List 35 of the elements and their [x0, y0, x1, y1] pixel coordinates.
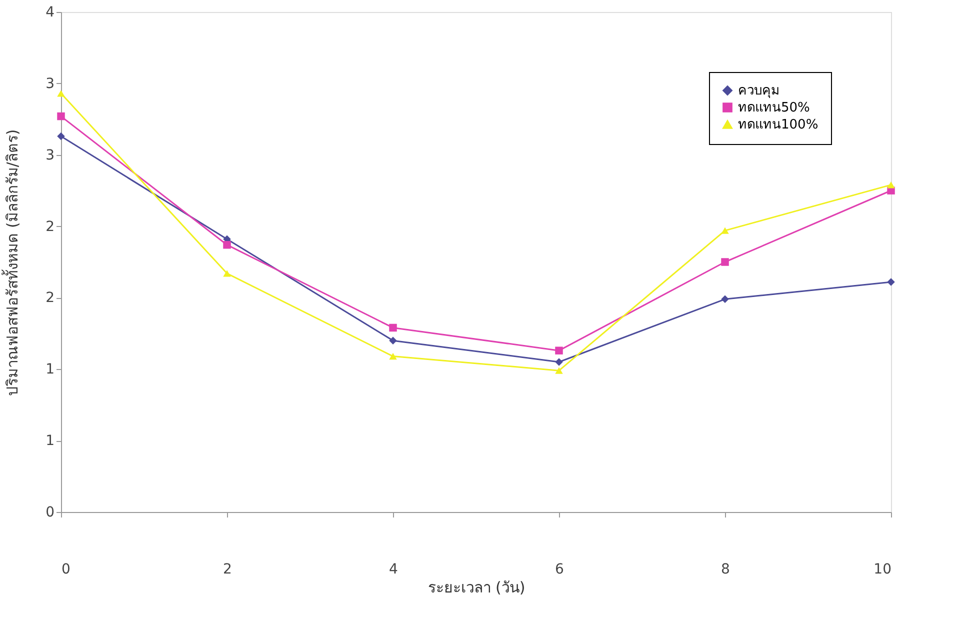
point [389, 352, 397, 360]
point [721, 258, 729, 266]
x-tick-label: 8 [721, 562, 730, 578]
point [57, 112, 65, 120]
point [721, 227, 729, 234]
point [555, 358, 563, 366]
point [555, 346, 563, 354]
y-tick-label: 1 [46, 433, 54, 450]
x-tick-label: 0 [62, 562, 70, 578]
point [887, 182, 895, 188]
y-tick-label: 2 [46, 290, 54, 306]
y-tick-label: 1 [46, 362, 54, 378]
point [57, 132, 65, 140]
point [555, 367, 563, 374]
legend-label: ทดแทน100% [738, 118, 818, 132]
y-tick-label: 3 [46, 76, 54, 92]
point [887, 278, 895, 286]
point [223, 240, 231, 249]
legend-label: ควบคุม [738, 84, 780, 98]
y-tick-label: 4 [46, 4, 55, 20]
y-tick-label: 0 [46, 504, 54, 520]
x-tick-label: 6 [555, 562, 564, 578]
x-axis-title: ระยะเวลา (วัน) [428, 578, 526, 596]
point [223, 270, 231, 277]
point [57, 90, 65, 97]
x-tick-label: 4 [389, 562, 398, 578]
x-tick-label: 10 [874, 562, 892, 578]
x-tick-label: 2 [223, 562, 232, 578]
y-axis-title: ปริมาณฟอสฟอรัสทั้งหมด (มิลลิกรัม/ลิตร) [2, 129, 22, 396]
point [721, 295, 729, 304]
y-tick-label: 2 [46, 218, 54, 235]
point [389, 336, 397, 344]
y-tick-label: 3 [46, 147, 54, 164]
point [389, 324, 397, 332]
legend-label: ทดแทน50% [738, 100, 810, 116]
